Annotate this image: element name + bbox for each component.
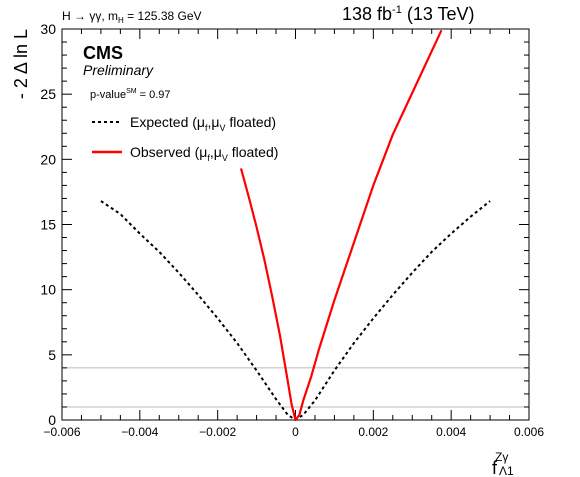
y-tick-label: 5 <box>48 347 56 363</box>
status-label: Preliminary <box>83 62 154 78</box>
y-tick-label: 25 <box>40 86 56 102</box>
x-tick-label: −0.002 <box>199 425 236 439</box>
pvalue-label: p-valueSM = 0.97 <box>90 88 171 101</box>
x-tick-label: 0.002 <box>358 425 388 439</box>
experiment-label: CMS <box>83 43 123 63</box>
x-tick-label: −0.004 <box>121 425 158 439</box>
y-tick-label: 20 <box>40 151 56 167</box>
x-axis-title: fZγ <box>492 450 508 477</box>
y-tick-label: 15 <box>40 217 56 233</box>
observed-curve <box>239 29 443 422</box>
x-axis-title-subscript: Λ1 <box>499 464 514 477</box>
legend: Expected (μf,μV floated) Observed (μf,μV… <box>92 114 278 163</box>
x-tick-label: 0.004 <box>436 425 466 439</box>
legend-expected-label: Expected (μf,μV floated) <box>130 114 276 133</box>
legend-observed-label: Observed (μf,μV floated) <box>130 144 278 163</box>
y-axis-title: - 2 Δ ln L <box>11 29 31 99</box>
y-tick-label: 30 <box>40 21 56 37</box>
x-tick-label: −0.006 <box>43 425 80 439</box>
y-tick-label: 0 <box>48 412 56 428</box>
y-tick-label: 10 <box>40 282 56 298</box>
process-label: H → γγ, mH = 125.38 GeV <box>62 9 202 25</box>
expected-curve <box>100 200 491 421</box>
x-tick-label: 0 <box>292 425 299 439</box>
x-tick-label: 0.006 <box>514 425 544 439</box>
luminosity-label: 138 fb-1 (13 TeV) <box>342 4 475 24</box>
